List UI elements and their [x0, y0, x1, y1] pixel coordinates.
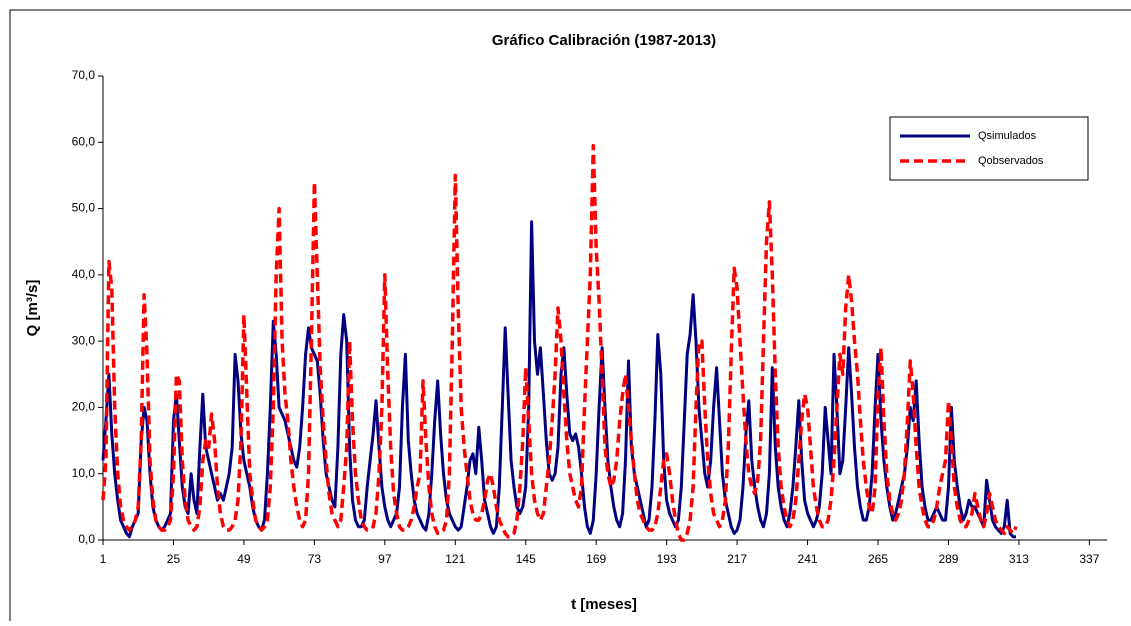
x-tick-label: 73	[308, 552, 322, 566]
y-axis-label: Q [m³/s]	[24, 280, 41, 337]
y-tick-label: 50,0	[72, 201, 96, 215]
legend-label: Qsimulados	[978, 130, 1037, 142]
chart-frame	[9, 9, 1131, 626]
x-tick-label: 25	[167, 552, 181, 566]
x-tick-label: 241	[798, 552, 818, 566]
y-tick-label: 60,0	[72, 134, 96, 148]
x-tick-label: 145	[516, 552, 536, 566]
x-tick-label: 217	[727, 552, 747, 566]
y-tick-label: 10,0	[72, 466, 96, 480]
y-tick-label: 0,0	[78, 532, 95, 546]
y-tick-label: 30,0	[72, 333, 96, 347]
x-tick-label: 1	[100, 552, 107, 566]
x-tick-label: 193	[657, 552, 677, 566]
y-tick-label: 40,0	[72, 267, 96, 281]
x-tick-label: 265	[868, 552, 888, 566]
legend-label: Qobservados	[978, 155, 1044, 167]
x-tick-label: 337	[1079, 552, 1099, 566]
x-tick-label: 169	[586, 552, 606, 566]
legend-box	[889, 116, 1089, 181]
chart-title: Gráfico Calibración (1987-2013)	[492, 32, 716, 49]
series-line	[101, 143, 1018, 542]
x-tick-label: 49	[237, 552, 251, 566]
x-tick-label: 121	[445, 552, 465, 566]
x-axis-label: t [meses]	[571, 596, 637, 613]
x-tick-label: 97	[378, 552, 392, 566]
y-tick-label: 20,0	[72, 400, 96, 414]
y-tick-label: 70,0	[72, 68, 96, 82]
x-tick-label: 289	[938, 552, 958, 566]
x-tick-label: 313	[1009, 552, 1029, 566]
